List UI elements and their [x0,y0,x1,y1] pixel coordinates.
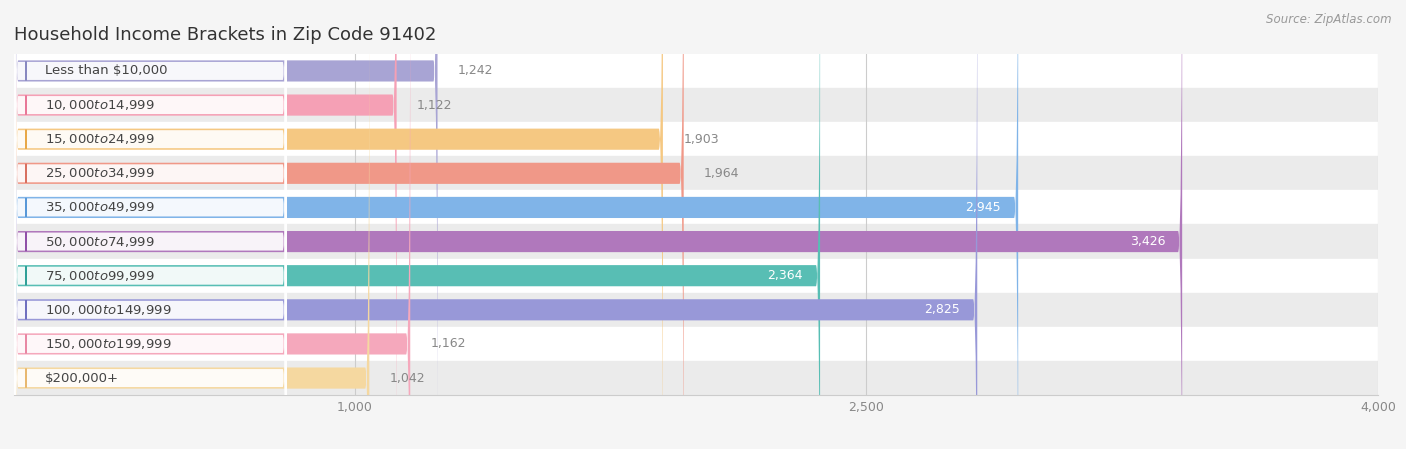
Text: $75,000 to $99,999: $75,000 to $99,999 [45,269,155,283]
FancyBboxPatch shape [14,0,396,449]
Text: 2,364: 2,364 [768,269,803,282]
Bar [14,156,1378,190]
Text: 2,825: 2,825 [925,304,960,316]
FancyBboxPatch shape [14,0,437,449]
Bar [14,54,1378,88]
FancyBboxPatch shape [14,0,287,449]
Text: $200,000+: $200,000+ [45,372,118,384]
FancyBboxPatch shape [14,0,287,449]
Text: Source: ZipAtlas.com: Source: ZipAtlas.com [1267,13,1392,26]
Bar [14,327,1378,361]
FancyBboxPatch shape [14,0,287,449]
FancyBboxPatch shape [14,0,287,449]
FancyBboxPatch shape [14,0,1018,449]
Text: $10,000 to $14,999: $10,000 to $14,999 [45,98,155,112]
Text: Household Income Brackets in Zip Code 91402: Household Income Brackets in Zip Code 91… [14,26,436,44]
FancyBboxPatch shape [14,0,287,449]
FancyBboxPatch shape [14,0,411,449]
Bar [14,259,1378,293]
FancyBboxPatch shape [14,0,977,449]
Text: $100,000 to $149,999: $100,000 to $149,999 [45,303,172,317]
Bar [14,224,1378,259]
Text: $35,000 to $49,999: $35,000 to $49,999 [45,200,155,215]
Text: 1,242: 1,242 [458,65,494,77]
Text: 1,162: 1,162 [430,338,467,350]
Text: 1,964: 1,964 [704,167,740,180]
FancyBboxPatch shape [14,0,683,449]
FancyBboxPatch shape [14,0,287,449]
Text: $25,000 to $34,999: $25,000 to $34,999 [45,166,155,180]
Bar [14,361,1378,395]
FancyBboxPatch shape [14,0,287,449]
Text: $15,000 to $24,999: $15,000 to $24,999 [45,132,155,146]
Text: 1,042: 1,042 [389,372,426,384]
Text: 1,122: 1,122 [418,99,453,111]
FancyBboxPatch shape [14,0,287,449]
FancyBboxPatch shape [14,0,820,449]
Text: 1,903: 1,903 [683,133,718,145]
Text: 2,945: 2,945 [966,201,1001,214]
FancyBboxPatch shape [14,0,287,449]
Bar [14,190,1378,224]
Bar [14,293,1378,327]
Bar [14,122,1378,156]
FancyBboxPatch shape [14,0,287,449]
FancyBboxPatch shape [14,0,662,449]
Text: Less than $10,000: Less than $10,000 [45,65,167,77]
Text: $150,000 to $199,999: $150,000 to $199,999 [45,337,172,351]
Bar [14,88,1378,122]
FancyBboxPatch shape [14,0,370,449]
FancyBboxPatch shape [14,0,1182,449]
Text: 3,426: 3,426 [1129,235,1166,248]
Text: $50,000 to $74,999: $50,000 to $74,999 [45,234,155,249]
